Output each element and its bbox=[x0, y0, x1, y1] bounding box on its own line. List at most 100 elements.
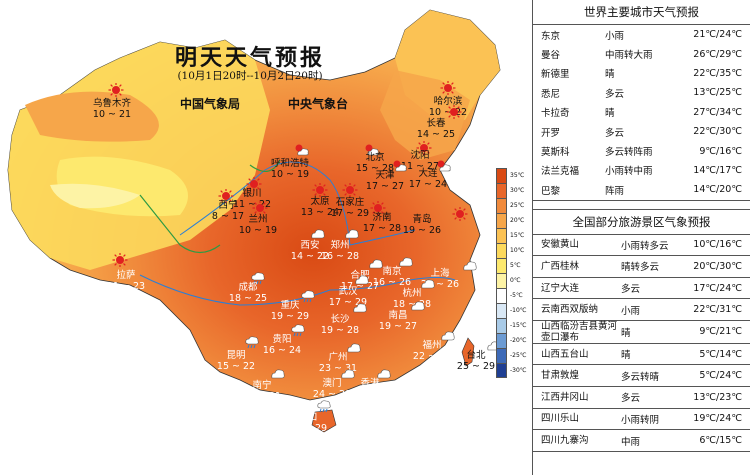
world-row: 开罗 多云 22℃/30℃ bbox=[533, 122, 750, 141]
sun-icon bbox=[108, 82, 124, 98]
scenic-row: 安徽黄山 小雨转多云 10℃/16℃ bbox=[533, 235, 750, 257]
city-temp: 17 ~ 27 bbox=[340, 281, 380, 292]
city-name: 成都 bbox=[238, 282, 258, 293]
city-label: 大连 17 ~ 24 bbox=[406, 168, 450, 190]
scenic-temp: 5℃/14℃ bbox=[699, 348, 742, 360]
legend-label: -10℃ bbox=[510, 307, 527, 314]
sun-icon bbox=[112, 252, 128, 268]
temperature-legend: 35℃ 30℃ 25℃ 20℃ 15℃ 10℃ 5℃ 0℃ -5℃ -10℃ -15℃ -20℃ -25… bbox=[496, 168, 530, 378]
city-name: 南京 bbox=[382, 266, 402, 277]
scenic-weather: 中雨 bbox=[621, 436, 641, 448]
cloud-sun-icon bbox=[392, 158, 408, 172]
cloud-icon bbox=[354, 272, 370, 286]
city-name: 台北 bbox=[466, 350, 486, 361]
scenic-place: 安徽黄山 bbox=[541, 239, 580, 251]
world-weather: 小雨转中雨 bbox=[605, 166, 653, 178]
scenic-temp: 19℃/24℃ bbox=[693, 413, 742, 425]
scenic-place: 甘肃敦煌 bbox=[541, 370, 580, 382]
sun-icon bbox=[446, 104, 462, 120]
scenic-temp: 20℃/30℃ bbox=[693, 260, 742, 272]
legend-swatch bbox=[496, 348, 507, 363]
scenic-weather: 多云 bbox=[621, 393, 641, 405]
city-temp: 18 ~ 28 bbox=[392, 299, 432, 310]
city-temp: 23 ~ 29 bbox=[288, 423, 328, 434]
city-name: 重庆 bbox=[280, 300, 300, 311]
sun-icon bbox=[252, 200, 268, 216]
city-label: 昆明 15 ~ 22 bbox=[214, 350, 258, 372]
legend-row: 30℃ bbox=[496, 183, 530, 198]
legend-label: 10℃ bbox=[510, 247, 525, 254]
world-city: 开罗 bbox=[541, 127, 561, 139]
legend-label: -5℃ bbox=[510, 292, 523, 299]
city-label: 太原 13 ~ 24 bbox=[298, 196, 342, 218]
city-label: 南昌 19 ~ 27 bbox=[376, 310, 420, 332]
cloud-icon bbox=[340, 366, 356, 380]
city-name: 乌鲁木齐 bbox=[92, 98, 131, 109]
legend-label: 30℃ bbox=[510, 187, 525, 194]
city-temp: 19 ~ 26 bbox=[402, 225, 442, 236]
legend-label: 0℃ bbox=[510, 277, 521, 284]
scenic-row: 江西井冈山 多云 13℃/23℃ bbox=[533, 387, 750, 409]
legend-row: -10℃ bbox=[496, 303, 530, 318]
world-row: 悉尼 多云 13℃/25℃ bbox=[533, 83, 750, 102]
world-city: 卡拉奇 bbox=[541, 108, 570, 120]
city-label: 长春 14 ~ 25 bbox=[414, 118, 458, 140]
world-row: 法兰克福 小雨转中雨 14℃/17℃ bbox=[533, 161, 750, 180]
city-label: 济南 17 ~ 28 bbox=[360, 212, 404, 234]
city-label: 海口 23 ~ 29 bbox=[286, 412, 330, 434]
city-label: 兰州 10 ~ 19 bbox=[236, 214, 280, 236]
sun-icon bbox=[416, 140, 432, 156]
scenic-weather: 晴转多云 bbox=[621, 262, 660, 274]
city-name: 南昌 bbox=[388, 310, 408, 321]
cloud-icon bbox=[310, 226, 326, 240]
legend-label: -25℃ bbox=[510, 352, 527, 359]
city-temp: 25 ~ 30 bbox=[350, 389, 390, 400]
legend-label: 5℃ bbox=[510, 262, 521, 269]
scenic-weather: 小雨 bbox=[621, 305, 641, 317]
legend-swatch bbox=[496, 288, 507, 303]
rain-icon bbox=[290, 322, 306, 337]
city-temp: 16 ~ 24 bbox=[262, 345, 302, 356]
legend-swatch bbox=[496, 228, 507, 243]
scenic-title: 全国部分旅游景区气象预报 bbox=[533, 208, 750, 235]
city-name: 昆明 bbox=[226, 350, 246, 361]
city-name: 西宁 bbox=[218, 200, 238, 211]
scenic-temp: 10℃/16℃ bbox=[693, 239, 742, 251]
sun-icon bbox=[246, 176, 262, 192]
legend-label: 25℃ bbox=[510, 202, 525, 209]
legend-swatch bbox=[496, 258, 507, 273]
world-temp: 14℃/17℃ bbox=[693, 164, 742, 176]
map-title: 明天天气预报 bbox=[174, 45, 325, 71]
city-temp: 17 ~ 24 bbox=[408, 179, 448, 190]
city-label: 广州 23 ~ 31 bbox=[316, 352, 360, 374]
world-weather: 小雨 bbox=[605, 30, 625, 42]
city-label: 杭州 18 ~ 28 bbox=[390, 288, 434, 310]
city-name: 拉萨 bbox=[116, 270, 136, 281]
city-name: 北京 bbox=[365, 152, 385, 163]
city-temp: 23 ~ 31 bbox=[242, 391, 282, 402]
world-weather: 中雨转大雨 bbox=[605, 50, 653, 62]
world-title: 世界主要城市天气预报 bbox=[533, 0, 750, 25]
city-temp: 11 ~ 27 bbox=[400, 161, 440, 172]
city-label: 长沙 19 ~ 28 bbox=[318, 314, 362, 336]
cloud-icon bbox=[462, 258, 478, 272]
city-label: 呼和浩特 10 ~ 19 bbox=[268, 158, 312, 180]
city-temp: 10 ~ 19 bbox=[270, 169, 310, 180]
legend-row: -25℃ bbox=[496, 348, 530, 363]
legend-row: -20℃ bbox=[496, 333, 530, 348]
scenic-place: 广西桂林 bbox=[541, 260, 580, 272]
scenic-temp: 5℃/24℃ bbox=[699, 370, 742, 382]
city-name: 合肥 bbox=[350, 270, 370, 281]
world-row: 曼谷 中雨转大雨 26℃/29℃ bbox=[533, 44, 750, 63]
city-temp: 19 ~ 29 bbox=[270, 311, 310, 322]
city-name: 长春 bbox=[426, 118, 446, 129]
city-temp: 18 ~ 25 bbox=[228, 293, 268, 304]
cloud-icon bbox=[376, 366, 392, 380]
legend-row: 0℃ bbox=[496, 273, 530, 288]
legend-row: 20℃ bbox=[496, 213, 530, 228]
world-temp: 22℃/35℃ bbox=[693, 67, 742, 79]
city-label: 武汉 17 ~ 29 bbox=[326, 286, 370, 308]
cloud-icon bbox=[346, 340, 362, 354]
city-label: 天津 17 ~ 27 bbox=[363, 170, 407, 192]
cloud-icon bbox=[352, 300, 368, 314]
